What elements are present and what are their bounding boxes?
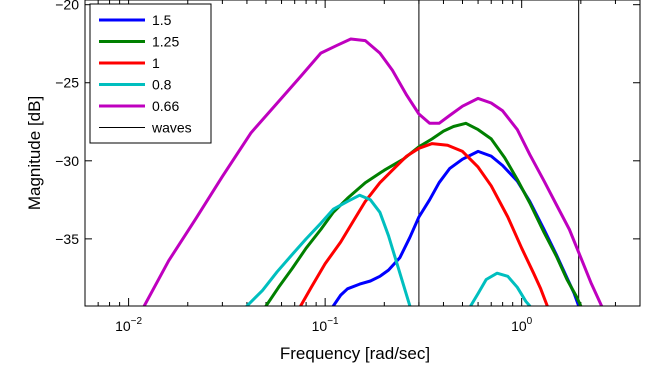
series-line-0-66: [142, 37, 604, 306]
plot-frame: [84, 0, 641, 307]
series-line-0-8: [245, 193, 412, 306]
tick-labels: 10−2 10−1 100 −20 −25 −30 −35: [55, 0, 532, 334]
y-tick-label: −35: [55, 231, 79, 247]
y-axis-label: Magnitude [dB]: [25, 96, 44, 210]
legend-label: 0.8: [152, 77, 172, 93]
y-tick-label: −20: [55, 0, 79, 13]
x-tick-label: 10−2: [115, 316, 142, 334]
legend-label: 1.25: [152, 34, 179, 50]
data-series: [142, 37, 604, 306]
legend: 1.5 1.25 1 0.8 0.66 waves: [89, 3, 212, 144]
y-tick-label: −30: [55, 153, 79, 169]
legend-box: [89, 3, 212, 144]
legend-label: 0.66: [152, 98, 179, 114]
legend-label: waves: [151, 120, 192, 136]
series-line-1-25: [264, 121, 583, 306]
y-tick-label: −25: [55, 75, 79, 91]
legend-label: 1.5: [152, 12, 172, 28]
x-tick-label: 100: [511, 316, 533, 334]
x-tick-label: 10−1: [312, 316, 339, 334]
x-axis-label: Frequency [rad/sec]: [280, 344, 430, 363]
legend-label: 1: [152, 55, 160, 71]
series-line-0-8: [469, 271, 532, 306]
series-line-1: [299, 142, 549, 306]
